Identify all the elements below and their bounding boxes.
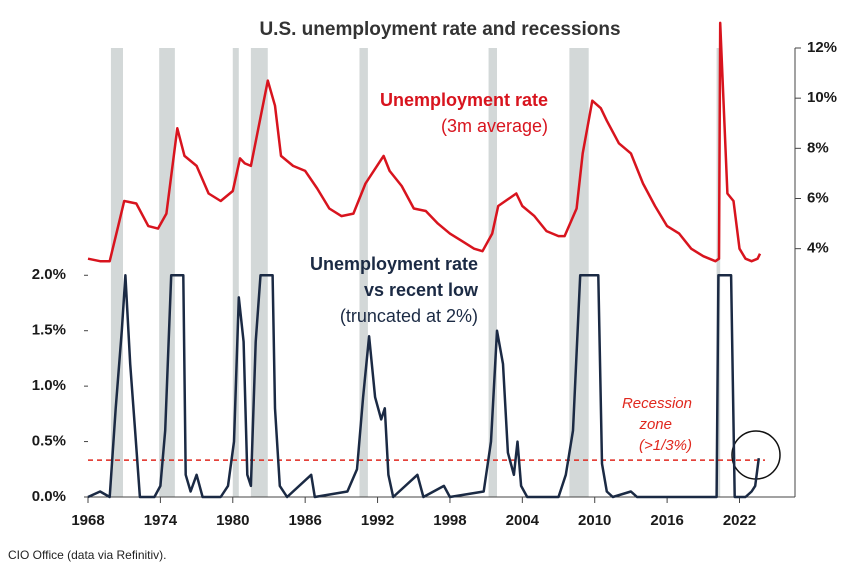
y-tick-label: 1.0%	[32, 377, 66, 394]
x-tick-label: 1974	[144, 512, 178, 529]
x-tick-label: 1998	[433, 512, 466, 529]
series-line	[87, 274, 761, 499]
y-tick-label: 0.5%	[32, 433, 66, 450]
x-tick-label: 2016	[650, 512, 683, 529]
y-tick-label: 0.0%	[32, 488, 66, 505]
x-tick-label: 1986	[288, 512, 321, 529]
x-tick-label: 2010	[578, 512, 611, 529]
series-label: vs recent low	[364, 280, 479, 300]
x-tick-label: 1968	[71, 512, 104, 529]
chart-title: U.S. unemployment rate and recessions	[259, 19, 620, 40]
x-tick-label: 2022	[723, 512, 756, 529]
y2-tick-label: 12%	[807, 39, 837, 56]
recession-band	[716, 48, 721, 497]
series-line	[87, 21, 762, 263]
series-label: Unemployment rate	[310, 254, 478, 274]
source: CIO Office (data via Refinitiv).	[8, 548, 167, 562]
y-tick-label: 1.5%	[32, 322, 66, 339]
x-tick-label: 2004	[506, 512, 540, 529]
y2-tick-label: 8%	[807, 139, 829, 156]
series-label: (truncated at 2%)	[340, 306, 478, 326]
annotation: (>1/3%)	[639, 437, 692, 454]
y2-tick-label: 10%	[807, 89, 837, 106]
recession-band	[232, 48, 239, 497]
x-tick-label: 1992	[361, 512, 394, 529]
series-label: (3m average)	[441, 116, 548, 136]
series-label: Unemployment rate	[380, 90, 548, 110]
y2-tick-label: 6%	[807, 189, 829, 206]
recession-band	[159, 48, 175, 497]
recession-band	[359, 48, 368, 497]
y-tick-label: 2.0%	[32, 266, 66, 283]
x-tick-label: 1980	[216, 512, 249, 529]
recession-band	[110, 48, 123, 497]
annotation: Recession	[622, 395, 692, 412]
y2-tick-label: 4%	[807, 240, 829, 257]
annotation: zone	[638, 416, 672, 433]
recession-band	[488, 48, 497, 497]
